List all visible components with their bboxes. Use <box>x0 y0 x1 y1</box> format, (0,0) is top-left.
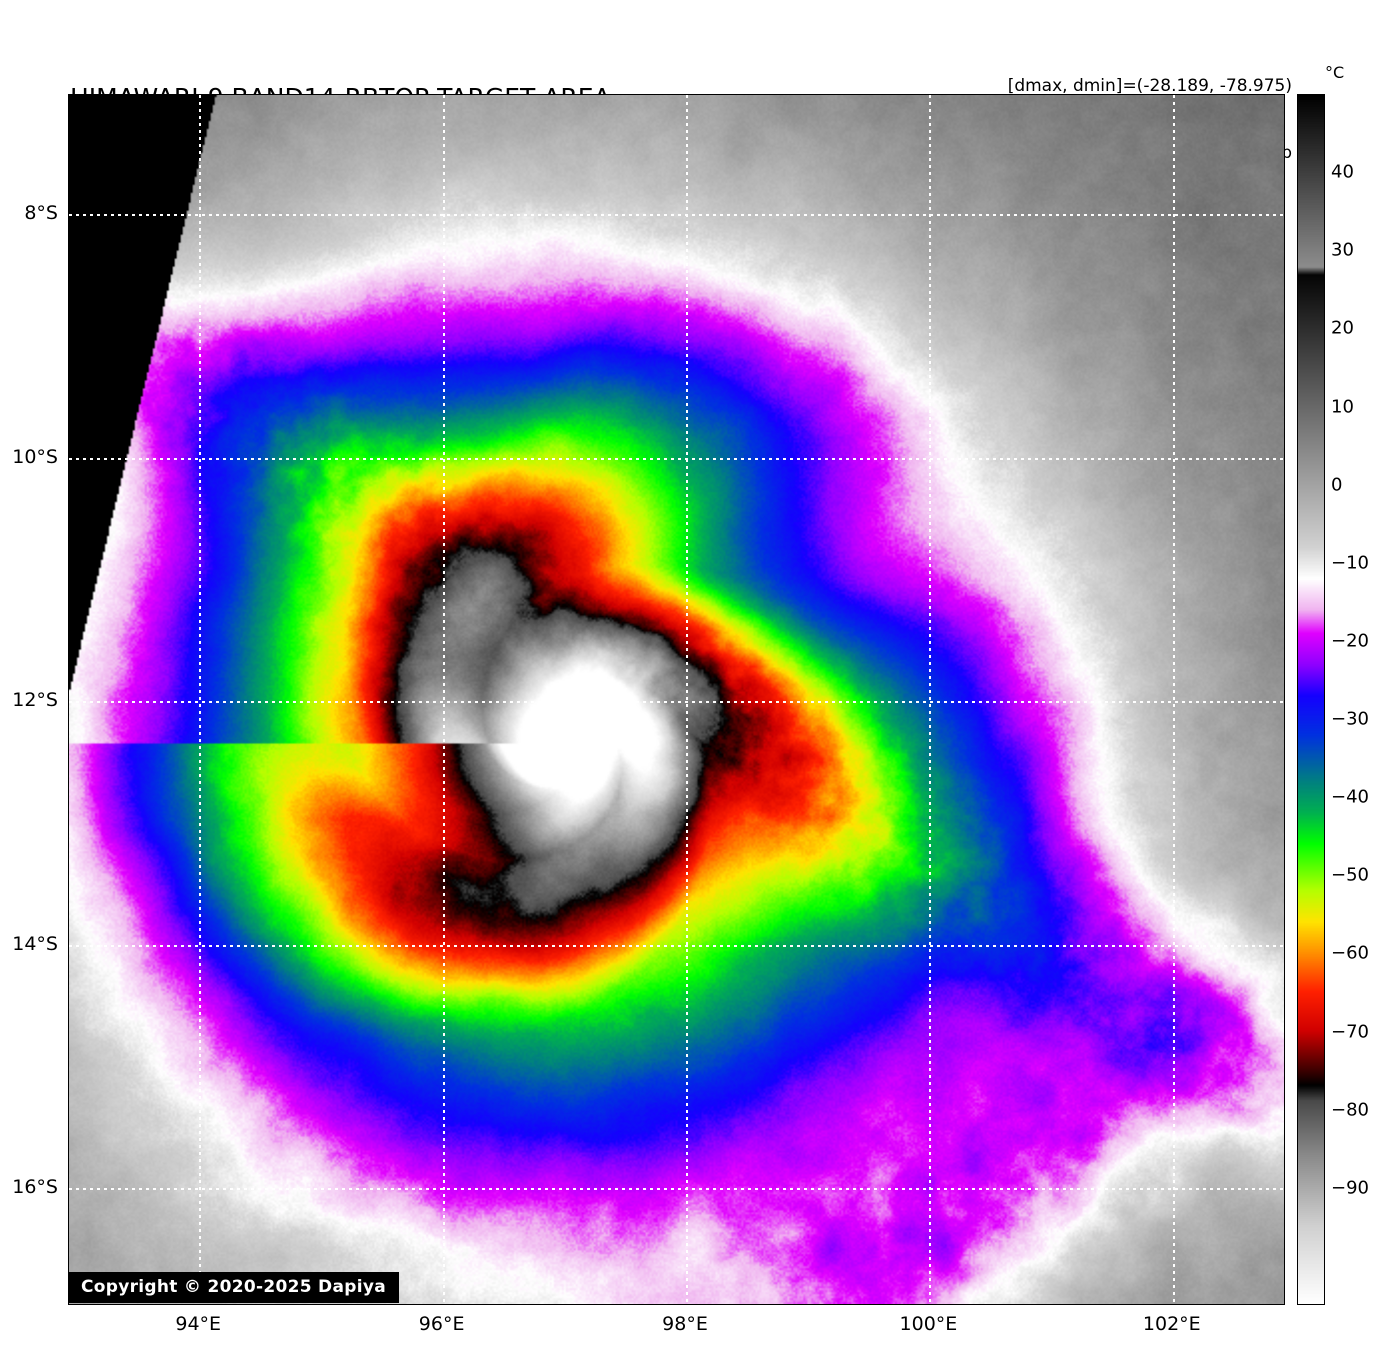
lon-tick-label-0: 94°E <box>175 1313 222 1335</box>
colorbar-tick-1: 30 <box>1331 239 1354 261</box>
colorbar-tick-3: 10 <box>1331 396 1354 418</box>
colorbar-tick-10: −60 <box>1331 942 1369 964</box>
lat-tick-label-1: 10°S <box>12 445 58 468</box>
colorbar-gradient-canvas <box>1297 94 1325 1305</box>
colorbar-tick-7: −30 <box>1331 708 1369 730</box>
colorbar-tick-2: 20 <box>1331 317 1354 339</box>
lat-tick-label-3: 14°S <box>12 932 58 955</box>
colorbar-tick-9: −50 <box>1331 864 1369 886</box>
colorbar-tick-8: −40 <box>1331 786 1369 808</box>
lon-tick-label-3: 100°E <box>899 1313 958 1335</box>
lat-tick-label-0: 8°S <box>24 202 58 225</box>
colorbar-tick-4: 0 <box>1331 474 1343 496</box>
colorbar-tick-0: 40 <box>1331 161 1354 183</box>
copyright-watermark: Copyright © 2020-2025 Dapiya <box>68 1272 399 1303</box>
colorbar-tick-13: −90 <box>1331 1177 1369 1199</box>
colorbar-tick-5: −10 <box>1331 552 1369 574</box>
dmax-dmin-readout: [dmax, dmin]=(-28.189, -78.975) <box>1007 75 1292 96</box>
lat-tick-label-2: 12°S <box>12 689 58 712</box>
colorbar-unit-label: °C <box>1325 63 1345 82</box>
lon-tick-label-1: 96°E <box>418 1313 465 1335</box>
colorbar-tick-6: −20 <box>1331 630 1369 652</box>
lon-tick-label-2: 98°E <box>662 1313 708 1335</box>
satellite-imagery-canvas <box>69 95 1284 1304</box>
colorbar-tick-11: −70 <box>1331 1021 1369 1043</box>
lon-tick-label-4: 102°E <box>1142 1313 1201 1335</box>
colorbar-tick-12: −80 <box>1331 1099 1369 1121</box>
satellite-image-plot <box>68 94 1285 1305</box>
temperature-colorbar <box>1297 94 1325 1305</box>
lat-tick-label-4: 16°S <box>12 1175 58 1198</box>
